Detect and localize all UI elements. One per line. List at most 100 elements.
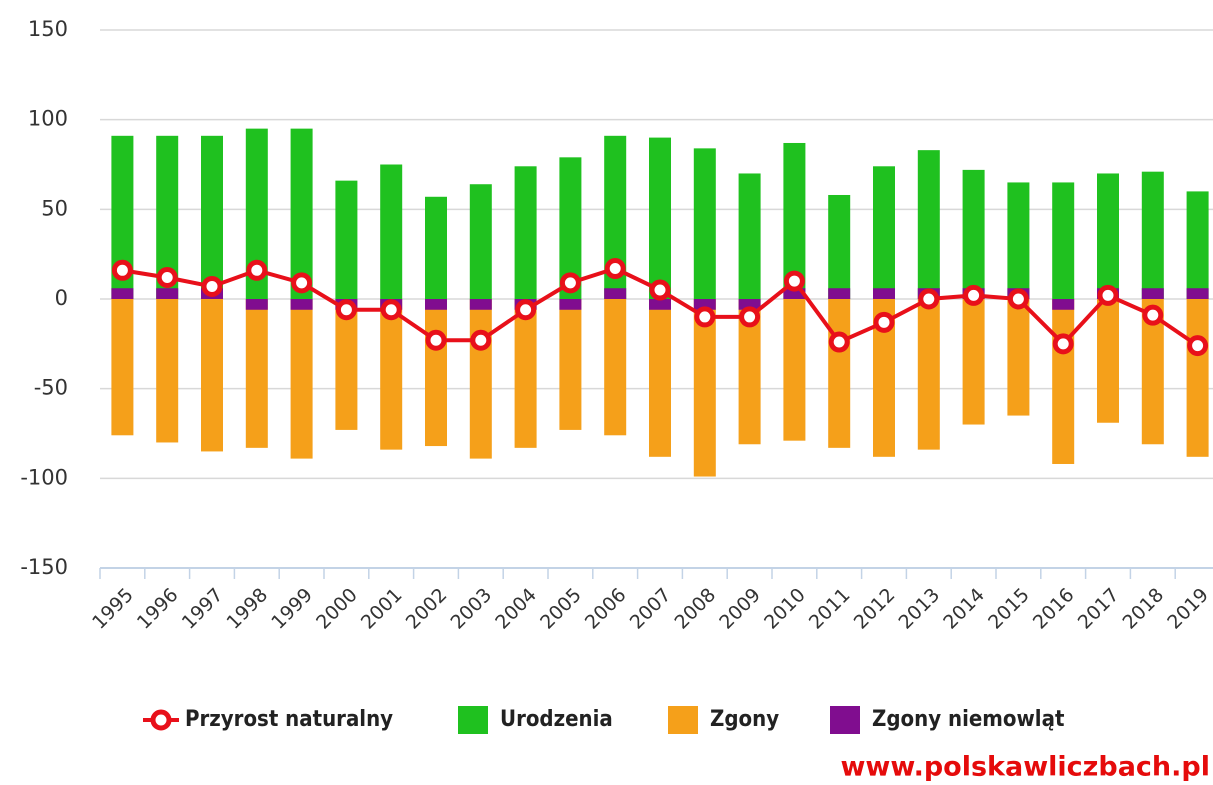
- x-tick-label: 2015: [984, 584, 1034, 634]
- bar: [649, 137, 671, 299]
- bar: [693, 148, 716, 299]
- bar: [962, 169, 985, 299]
- legend-label: Zgony: [710, 707, 779, 732]
- legend-label: Przyrost naturalny: [185, 707, 393, 732]
- marker: [739, 306, 761, 328]
- bar: [111, 288, 134, 299]
- x-tick-label: 2008: [670, 584, 720, 634]
- bar: [469, 184, 492, 299]
- x-tick-label: 2004: [491, 584, 541, 634]
- x-tick-label: 2016: [1029, 584, 1079, 634]
- bar: [604, 135, 627, 299]
- bar: [1186, 299, 1209, 457]
- marker: [559, 272, 581, 294]
- bar: [783, 288, 806, 299]
- bar: [962, 299, 985, 425]
- marker: [1007, 288, 1029, 310]
- marker: [918, 288, 940, 310]
- bar: [783, 299, 806, 441]
- marker: [291, 272, 313, 294]
- bar: [1141, 171, 1164, 299]
- x-tick-label: 2007: [626, 584, 676, 634]
- bar: [245, 299, 268, 310]
- bar: [111, 135, 134, 299]
- bar: [335, 299, 358, 430]
- legend-label: Urodzenia: [500, 707, 613, 732]
- bar: [559, 299, 582, 430]
- y-tick-label: 150: [28, 17, 68, 41]
- x-tick-label: 1996: [133, 584, 183, 634]
- marker: [246, 259, 268, 281]
- marker: [963, 284, 985, 306]
- marker: [515, 299, 537, 321]
- legend-swatch: [830, 706, 860, 734]
- bar: [469, 299, 492, 310]
- bar: [1186, 288, 1209, 299]
- marker: [1052, 333, 1074, 355]
- bar: [290, 128, 313, 299]
- x-tick-label: 2012: [850, 584, 900, 634]
- marker: [201, 275, 223, 297]
- bar: [828, 299, 851, 448]
- legend-swatch: [668, 706, 698, 734]
- marker: [783, 270, 805, 292]
- bar: [156, 299, 179, 443]
- marker: [694, 306, 716, 328]
- marker: [873, 311, 895, 333]
- x-tick-label: 2003: [446, 584, 496, 634]
- bar: [738, 299, 761, 445]
- bar: [693, 299, 716, 477]
- bar: [1052, 299, 1075, 310]
- bar: [156, 135, 179, 299]
- marker: [1187, 335, 1209, 357]
- y-tick-label: -50: [34, 376, 68, 400]
- bar: [111, 299, 134, 436]
- marker: [1097, 284, 1119, 306]
- bar: [469, 299, 492, 459]
- marker: [828, 331, 850, 353]
- bar: [1141, 299, 1164, 445]
- bar: [738, 299, 761, 310]
- bar: [873, 299, 895, 457]
- bar: [425, 196, 447, 299]
- bar: [290, 299, 313, 310]
- bar: [738, 173, 761, 299]
- legend-swatch: [458, 706, 488, 734]
- bar: [514, 299, 537, 448]
- bar: [873, 166, 895, 299]
- x-tick-label: 2013: [894, 584, 944, 634]
- watermark: www.polskawliczbach.pl: [840, 752, 1210, 783]
- bar: [1052, 299, 1075, 464]
- bar: [1097, 299, 1119, 423]
- bar: [649, 299, 671, 310]
- marker: [1142, 304, 1164, 326]
- marker: [335, 299, 357, 321]
- bar: [1186, 191, 1209, 299]
- x-tick-label: 2014: [939, 584, 989, 634]
- x-tick-label: 2002: [402, 584, 452, 634]
- legend-label: Zgony niemowląt: [872, 707, 1065, 732]
- bar: [201, 299, 223, 452]
- x-tick-label: 2011: [805, 584, 855, 634]
- marker: [649, 279, 671, 301]
- bar: [1097, 173, 1119, 299]
- bar: [201, 135, 223, 299]
- y-tick-label: -150: [20, 555, 68, 579]
- bar: [380, 299, 403, 450]
- bar: [873, 288, 895, 299]
- bar: [917, 299, 940, 450]
- x-tick-label: 2018: [1118, 584, 1168, 634]
- bar: [245, 128, 268, 299]
- bar: [828, 288, 851, 299]
- bar: [335, 180, 358, 299]
- y-tick-label: -100: [20, 465, 68, 489]
- y-tick-label: 0: [55, 286, 68, 310]
- x-tick-label: 2017: [1074, 584, 1124, 634]
- bar: [559, 299, 582, 310]
- x-tick-label: 2000: [312, 584, 362, 634]
- y-tick-label: 100: [28, 107, 68, 131]
- x-tick-label: 2006: [581, 584, 631, 634]
- bar: [917, 150, 940, 299]
- bar: [425, 299, 447, 310]
